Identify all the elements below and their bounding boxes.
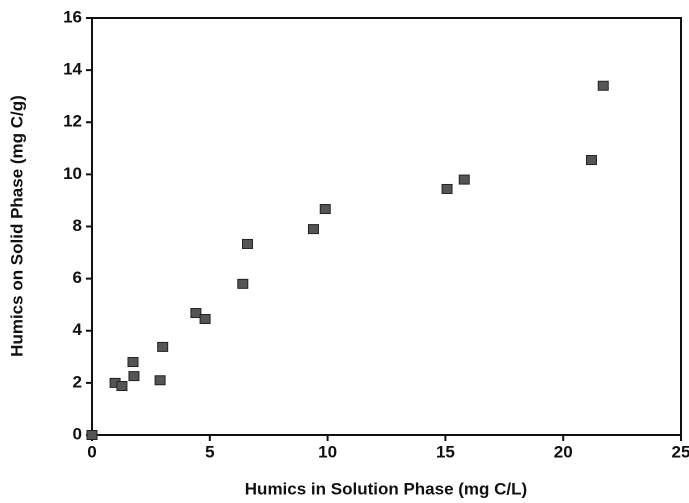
x-axis-title: Humics in Solution Phase (mg C/L) — [245, 479, 527, 498]
x-tick-label: 0 — [87, 442, 96, 461]
point — [128, 371, 140, 382]
y-tick-label: 16 — [63, 7, 82, 26]
point — [116, 381, 128, 392]
plot-frame — [91, 17, 682, 436]
x-tick-label: 25 — [672, 442, 689, 461]
point — [458, 174, 470, 185]
point — [237, 278, 249, 289]
y-tick-label: 4 — [73, 320, 83, 339]
point — [319, 204, 331, 215]
y-tick-label: 8 — [73, 216, 82, 235]
y-tick-label: 14 — [63, 60, 82, 79]
y-tick-label: 0 — [73, 424, 82, 443]
y-tick-label: 12 — [63, 112, 82, 131]
y-axis-title: Humics on Solid Phase (mg C/g) — [7, 95, 26, 357]
y-tick-label: 2 — [73, 372, 82, 391]
x-tick-label: 15 — [436, 442, 455, 461]
point — [241, 238, 253, 249]
x-tick-label: 10 — [318, 442, 337, 461]
point — [307, 224, 319, 235]
point — [199, 314, 211, 325]
point — [190, 308, 202, 319]
x-tick-label: 5 — [205, 442, 214, 461]
x-tick-label: 20 — [554, 442, 573, 461]
point — [597, 80, 609, 91]
point — [157, 341, 169, 352]
point — [585, 155, 597, 166]
y-tick-label: 6 — [73, 268, 82, 287]
y-tick-label: 10 — [63, 164, 82, 183]
point — [154, 375, 166, 386]
point — [441, 183, 453, 194]
point — [86, 430, 98, 440]
point — [127, 357, 139, 368]
